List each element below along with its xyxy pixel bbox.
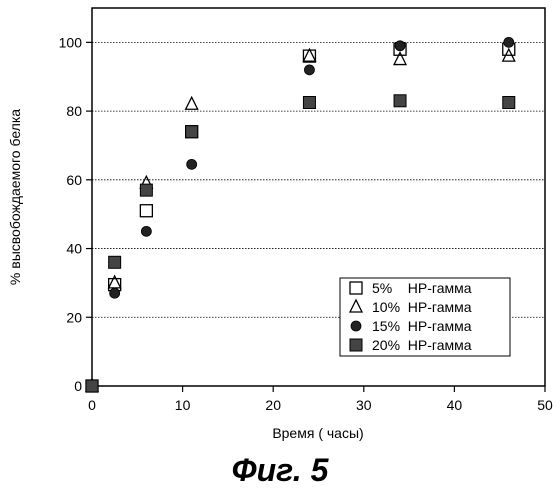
data-point [504, 37, 514, 47]
data-point [186, 97, 198, 109]
y-tick-label: 60 [66, 172, 82, 188]
data-point [187, 159, 197, 169]
x-tick-label: 30 [356, 397, 372, 413]
data-point [395, 41, 405, 51]
grid-lines [92, 42, 545, 317]
x-tick-label: 40 [447, 397, 463, 413]
legend-entry-label: 10% HP-гамма [372, 299, 472, 315]
legend-entry-label: 15% HP-гамма [372, 318, 472, 334]
data-point [109, 256, 121, 268]
legend-entry-label: 20% HP-гамма [372, 337, 472, 353]
data-point [186, 126, 198, 138]
data-point [304, 65, 314, 75]
legend-marker [350, 339, 362, 351]
figure-caption: Фиг. 5 [0, 452, 560, 489]
data-point [86, 380, 98, 392]
x-tick-label: 20 [265, 397, 281, 413]
x-tick-label: 0 [88, 397, 96, 413]
data-point [503, 97, 515, 109]
x-axis-ticks: 0 10 20 30 40 50 [88, 386, 553, 413]
data-point [140, 205, 152, 217]
data-point [141, 226, 151, 236]
y-axis-ticks: 0 20 40 60 80 100 [59, 34, 92, 394]
x-tick-label: 50 [537, 397, 553, 413]
data-point [303, 97, 315, 109]
legend-entry-label: 5% HP-гамма [372, 280, 472, 296]
y-tick-label: 0 [74, 378, 82, 394]
legend-marker [350, 282, 362, 294]
y-tick-label: 20 [66, 309, 82, 325]
data-point [394, 95, 406, 107]
y-tick-label: 40 [66, 241, 82, 257]
y-axis-label: % высвобождаемого белка [7, 109, 23, 285]
x-axis-label: Время ( часы) [272, 425, 363, 441]
legend: 5% HP-гамма 10% HP-гамма 15% HP-гамма 20% H… [340, 278, 510, 356]
data-point [110, 288, 120, 298]
data-point [140, 184, 152, 196]
y-tick-label: 80 [66, 103, 82, 119]
y-tick-label: 100 [59, 34, 83, 50]
legend-marker [351, 321, 361, 331]
x-tick-label: 10 [175, 397, 191, 413]
